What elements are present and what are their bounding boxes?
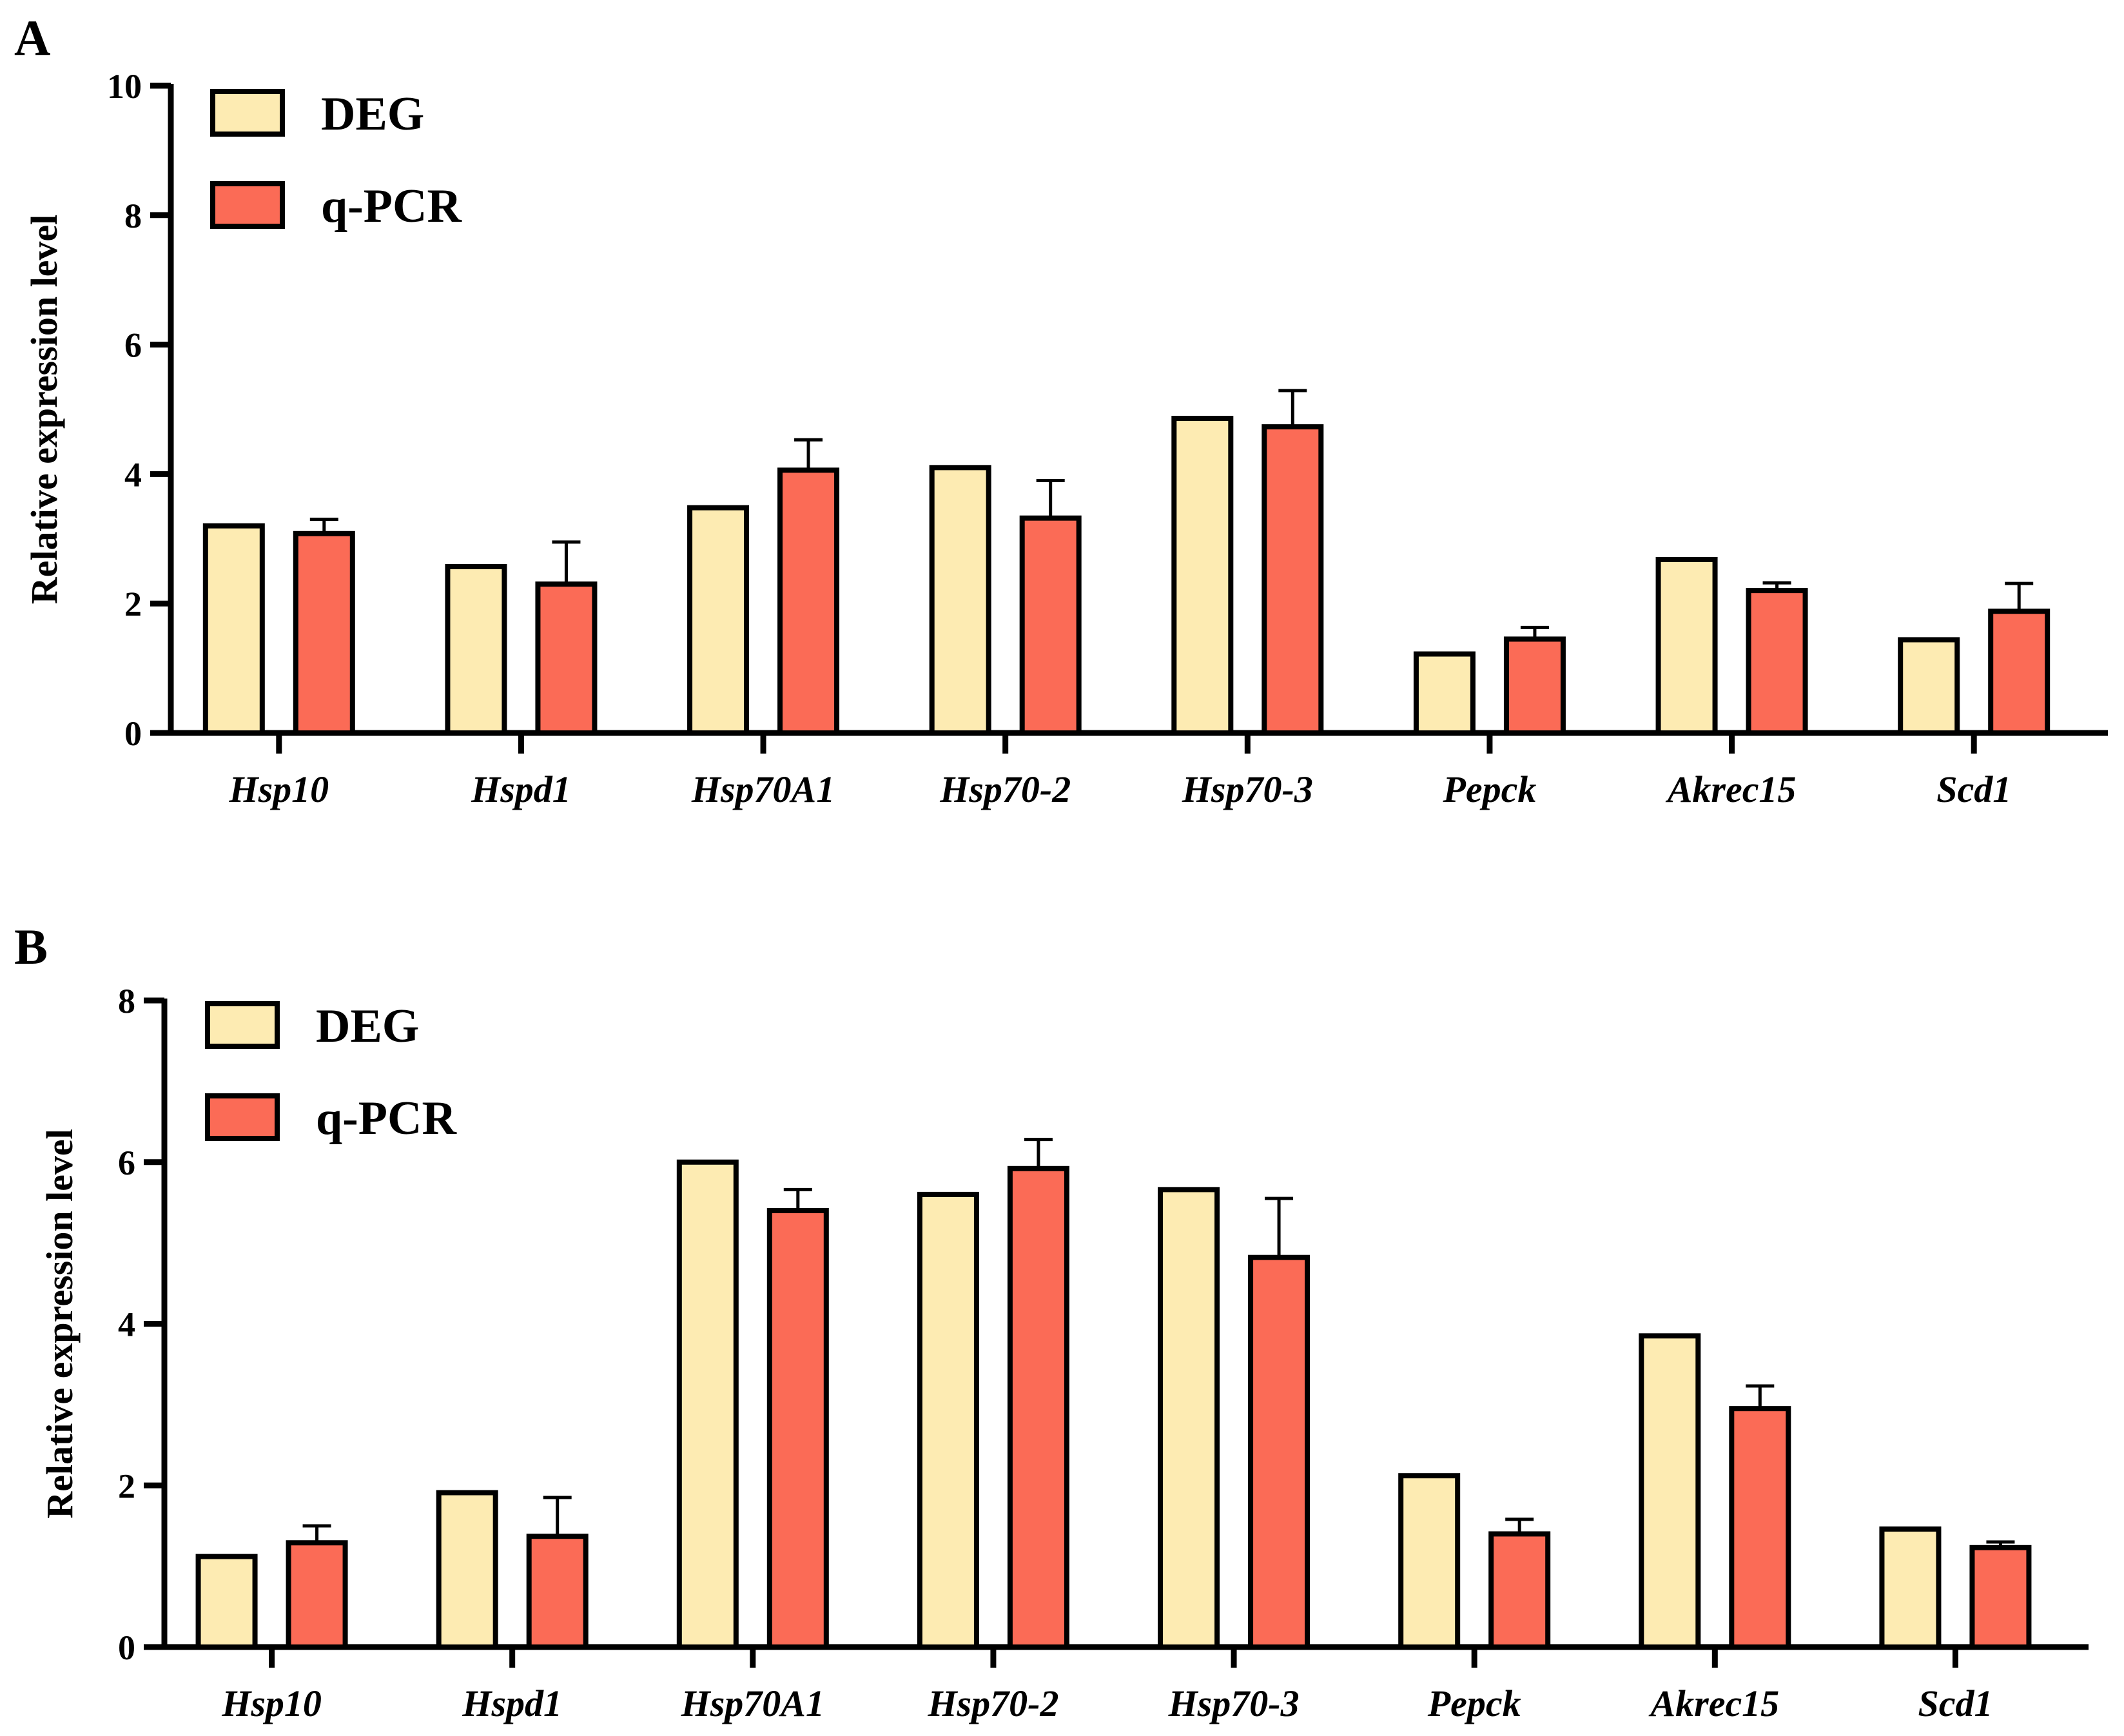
bar-qpcr-hsp10 — [286, 1540, 348, 1650]
bar-deg-hsp10 — [202, 523, 265, 736]
bar-deg-hsp70-2 — [929, 465, 991, 736]
y-tick-label: 0 — [124, 714, 142, 753]
chart-panel-a: A 0 2 4 6 8 10 Relative expression level Hsp10 Hs… — [14, 10, 2108, 810]
bar-qpcr-hsp10 — [293, 531, 355, 736]
legend-label: q-PCR — [321, 180, 462, 233]
bar-deg-hspd1 — [445, 563, 507, 736]
legend-swatch-qpcr — [205, 1093, 280, 1141]
legend-label: DEG — [321, 88, 424, 141]
legend: DEG q-PCR — [205, 1000, 457, 1145]
legend-label: q-PCR — [316, 1092, 457, 1145]
bar-deg-hsp70-3 — [1158, 1187, 1220, 1650]
bar-deg-hsp70-3 — [1171, 416, 1234, 736]
y-tick-label: 0 — [118, 1628, 135, 1667]
y-tick-label: 6 — [124, 326, 142, 365]
y-tick-label: 2 — [118, 1467, 135, 1505]
y-tick-label: 8 — [118, 982, 135, 1020]
legend-swatch-deg — [205, 1001, 280, 1049]
bar-qpcr-hsp70a1 — [766, 1207, 829, 1650]
panel-label: A — [14, 10, 50, 66]
bar-qpcr-scd1 — [1988, 609, 2051, 736]
y-tick-label: 6 — [118, 1144, 135, 1182]
x-category-label: Akrec15 — [1648, 1682, 1779, 1724]
x-category-label: Hsp70A1 — [681, 1682, 824, 1724]
bar-qpcr-akrec15 — [1729, 1406, 1791, 1650]
x-category-label: Pepck — [1427, 1682, 1521, 1724]
y-tick-label: 8 — [124, 197, 142, 235]
bar-qpcr-akrec15 — [1746, 588, 1808, 736]
x-category-label: Hsp70-3 — [1168, 1682, 1300, 1724]
legend-swatch-qpcr — [210, 181, 285, 229]
x-category-label: Hsp70A1 — [691, 768, 835, 810]
legend-label: DEG — [316, 1000, 419, 1053]
y-tick-label: 10 — [107, 67, 142, 106]
y-axis-title: Relative expression level — [23, 215, 65, 605]
x-category-label: Hsp70-3 — [1182, 768, 1313, 810]
bar-qpcr-hsp70a1 — [777, 467, 840, 736]
bar-deg-scd1 — [1898, 637, 1960, 736]
bar-qpcr-pepck — [1503, 636, 1566, 736]
panel-label: B — [14, 919, 48, 975]
x-category-label: Hsp70-2 — [927, 1682, 1058, 1724]
bar-deg-hsp70a1 — [687, 505, 750, 736]
x-category-label: Hsp70-2 — [939, 768, 1071, 810]
bar-deg-hsp10 — [195, 1554, 258, 1650]
y-tick-label: 4 — [118, 1305, 135, 1344]
bar-deg-hsp70-2 — [917, 1191, 979, 1650]
x-category-label: Hspd1 — [462, 1682, 562, 1724]
bar-qpcr-hsp70-3 — [1248, 1254, 1310, 1650]
y-axis-title: Relative expression level — [39, 1129, 81, 1519]
x-category-label: Akrec15 — [1666, 768, 1797, 810]
bar-deg-hsp70a1 — [676, 1159, 739, 1650]
bar-deg-akrec15 — [1655, 556, 1718, 736]
x-category-label: Hsp10 — [221, 1682, 322, 1724]
bar-qpcr-hsp70-3 — [1262, 424, 1324, 736]
bar-qpcr-hspd1 — [535, 581, 598, 736]
x-category-label: Hsp10 — [228, 768, 329, 810]
bar-deg-pepck — [1413, 651, 1476, 736]
bar-deg-akrec15 — [1639, 1333, 1701, 1650]
legend-swatch-deg — [210, 89, 285, 137]
bar-qpcr-hspd1 — [526, 1534, 589, 1650]
x-category-label: Hspd1 — [471, 768, 571, 810]
bar-qpcr-scd1 — [1969, 1545, 2032, 1650]
x-category-label: Pepck — [1442, 768, 1536, 810]
bar-deg-hspd1 — [436, 1490, 498, 1650]
legend: DEG q-PCR — [210, 88, 462, 233]
chart-panel-b: B 0 2 4 6 8 Relative expression level Hsp10 Hspd… — [14, 919, 2089, 1724]
bar-deg-scd1 — [1879, 1526, 1942, 1650]
bar-qpcr-hsp70-2 — [1007, 1165, 1069, 1650]
bar-qpcr-hsp70-2 — [1019, 515, 1082, 736]
y-tick-label: 4 — [124, 455, 142, 494]
x-category-label: Scd1 — [1936, 768, 2011, 810]
bar-qpcr-pepck — [1488, 1531, 1551, 1650]
bar-deg-pepck — [1398, 1473, 1461, 1650]
y-tick-label: 2 — [124, 585, 142, 623]
x-category-label: Scd1 — [1918, 1682, 1992, 1724]
